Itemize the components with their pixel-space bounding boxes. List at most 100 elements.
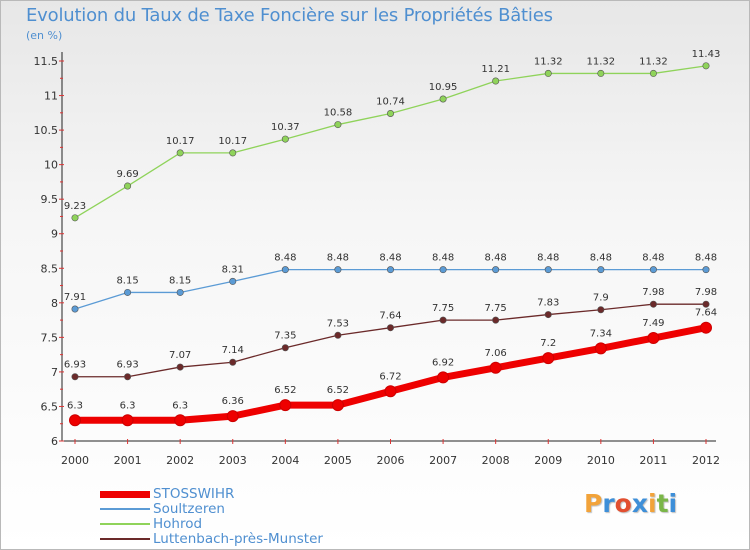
data-point bbox=[386, 266, 394, 274]
data-point bbox=[649, 69, 657, 77]
data-label: 7.98 bbox=[695, 287, 717, 298]
y-tick-label: 6.5 bbox=[41, 400, 59, 413]
data-label: 7.91 bbox=[64, 292, 86, 303]
data-label: 6.93 bbox=[116, 360, 138, 371]
data-label: 6.36 bbox=[222, 396, 244, 407]
logo-letter: i bbox=[668, 489, 678, 518]
data-point bbox=[176, 288, 184, 296]
x-tick-label: 2001 bbox=[114, 454, 142, 467]
proxiti-logo: Proxiti bbox=[584, 489, 677, 518]
data-label: 7.06 bbox=[485, 348, 507, 359]
data-label: 11.32 bbox=[534, 56, 563, 67]
x-tick-label: 2009 bbox=[534, 454, 562, 467]
data-point bbox=[124, 288, 132, 296]
data-label: 7.98 bbox=[642, 287, 664, 298]
data-point bbox=[597, 306, 605, 314]
data-point bbox=[439, 316, 447, 324]
y-tick-label: 9 bbox=[51, 228, 58, 241]
data-point bbox=[331, 399, 344, 412]
data-label: 10.17 bbox=[166, 136, 195, 147]
data-point bbox=[597, 266, 605, 274]
x-tick-label: 2010 bbox=[587, 454, 615, 467]
data-point bbox=[647, 332, 660, 345]
data-point bbox=[69, 414, 81, 427]
data-point bbox=[544, 311, 552, 319]
data-point bbox=[384, 385, 397, 398]
data-label: 11.32 bbox=[639, 56, 668, 67]
legend-item: Soultzeren bbox=[100, 502, 323, 517]
x-tick-label: 2004 bbox=[271, 454, 299, 467]
legend-swatch bbox=[100, 523, 150, 525]
x-tick-label: 2002 bbox=[166, 454, 194, 467]
data-label: 8.48 bbox=[642, 253, 664, 264]
data-label: 8.48 bbox=[537, 253, 559, 264]
x-tick-label: 2008 bbox=[482, 454, 510, 467]
data-label: 8.48 bbox=[432, 253, 454, 264]
chart-title: Evolution du Taux de Taxe Foncière sur l… bbox=[26, 5, 553, 26]
chart-unit-label: (en %) bbox=[26, 29, 63, 42]
data-point bbox=[229, 277, 237, 285]
data-point bbox=[542, 352, 555, 365]
data-label: 7.35 bbox=[274, 331, 296, 342]
data-point bbox=[71, 305, 79, 313]
legend-swatch bbox=[100, 508, 150, 510]
data-point bbox=[492, 77, 500, 85]
data-label: 8.48 bbox=[327, 253, 349, 264]
data-label: 6.52 bbox=[274, 385, 296, 396]
data-point bbox=[334, 121, 342, 129]
data-label: 11.43 bbox=[692, 49, 721, 60]
data-point bbox=[229, 149, 237, 157]
data-point bbox=[649, 266, 657, 274]
y-tick-label: 7.5 bbox=[41, 331, 59, 344]
chart-legend: STOSSWIHR Soultzeren Hohrod Luttenbach-près… bbox=[100, 487, 323, 547]
data-label: 7.34 bbox=[590, 328, 612, 339]
x-tick-label: 2006 bbox=[377, 454, 405, 467]
y-tick-label: 11 bbox=[44, 90, 58, 103]
data-label: 11.21 bbox=[481, 64, 510, 75]
data-label: 8.48 bbox=[379, 253, 401, 264]
data-point bbox=[124, 182, 132, 190]
logo-letter: o bbox=[614, 489, 632, 518]
x-tick-label: 2011 bbox=[639, 454, 667, 467]
data-label: 8.48 bbox=[274, 253, 296, 264]
logo-letter: P bbox=[584, 489, 603, 518]
data-label: 7.75 bbox=[432, 303, 454, 314]
data-point bbox=[176, 363, 184, 371]
legend-label: Hohrod bbox=[153, 516, 203, 532]
data-label: 10.37 bbox=[271, 122, 300, 133]
data-label: 7.64 bbox=[379, 311, 401, 322]
y-tick-label: 10 bbox=[44, 159, 58, 172]
legend-swatch bbox=[100, 490, 150, 498]
data-point bbox=[544, 266, 552, 274]
y-tick-label: 9.5 bbox=[41, 193, 59, 206]
data-point bbox=[492, 266, 500, 274]
data-point bbox=[281, 344, 289, 352]
data-point bbox=[702, 300, 710, 308]
data-point bbox=[226, 410, 239, 423]
data-label: 6.3 bbox=[120, 400, 136, 411]
data-label: 7.83 bbox=[537, 298, 559, 309]
data-point bbox=[386, 110, 394, 118]
data-label: 8.15 bbox=[116, 275, 138, 286]
data-label: 9.69 bbox=[116, 169, 138, 180]
data-label: 11.32 bbox=[587, 56, 616, 67]
legend-label: Soultzeren bbox=[153, 501, 225, 517]
logo-letter: x bbox=[631, 489, 648, 518]
data-point bbox=[281, 266, 289, 274]
x-tick-label: 2003 bbox=[219, 454, 247, 467]
data-point bbox=[174, 414, 187, 427]
data-point bbox=[492, 316, 500, 324]
data-point bbox=[386, 324, 394, 332]
data-point bbox=[597, 69, 605, 77]
data-label: 10.17 bbox=[218, 136, 247, 147]
data-point bbox=[176, 149, 184, 157]
data-label: 6.3 bbox=[172, 400, 188, 411]
y-tick-label: 8 bbox=[51, 297, 58, 310]
x-tick-label: 2012 bbox=[692, 454, 720, 467]
data-label: 6.3 bbox=[67, 400, 83, 411]
data-point bbox=[702, 266, 710, 274]
legend-item: Hohrod bbox=[100, 517, 323, 532]
data-label: 10.74 bbox=[376, 97, 405, 108]
data-point bbox=[229, 358, 237, 366]
